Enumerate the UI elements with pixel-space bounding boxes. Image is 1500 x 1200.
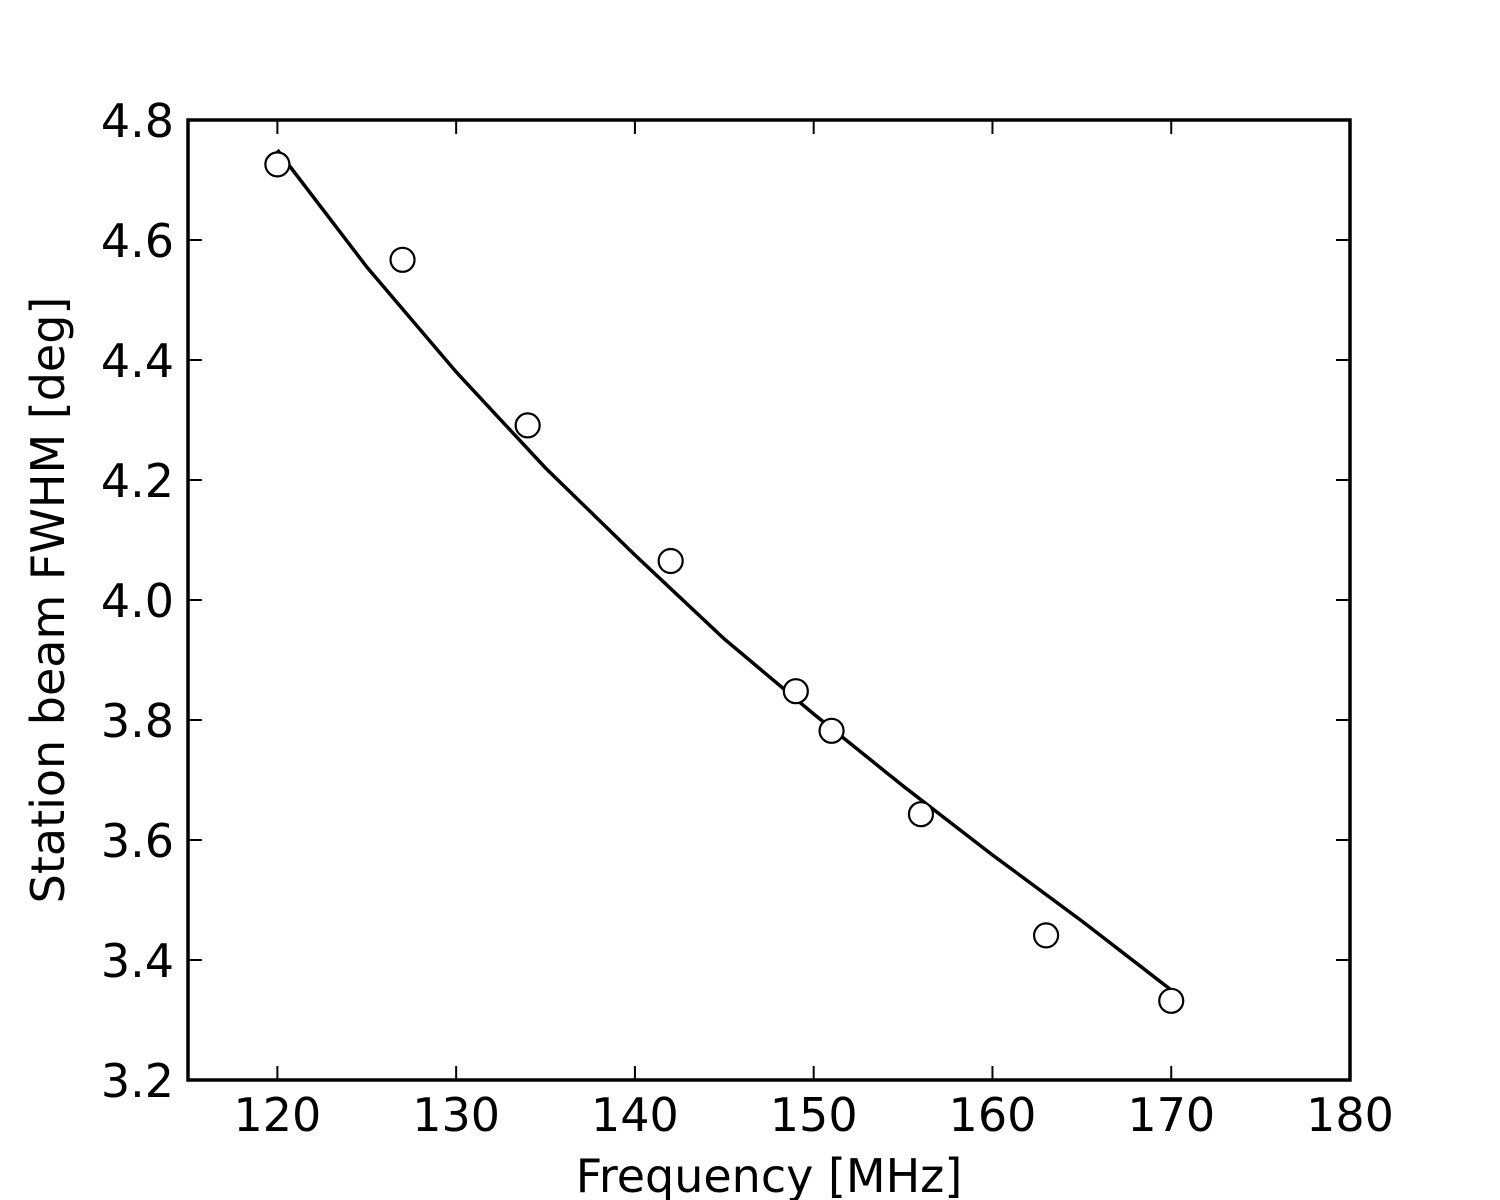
data-point: [657, 547, 684, 575]
y-tick-label: 4.4: [101, 334, 174, 388]
axis-ticks: 120 130 140 150 160 170 180 3.2 3.4 3.6 3.8 4.0 4.2 4…: [101, 94, 1394, 1142]
x-tick-label: 160: [949, 1088, 1037, 1142]
data-point: [1158, 987, 1185, 1014]
y-tick-label: 3.2: [101, 1054, 174, 1108]
y-tick-label: 4.2: [101, 454, 174, 508]
data-point: [782, 678, 809, 705]
y-tick-label: 4.8: [101, 94, 174, 148]
fit-curve: [276, 148, 1173, 992]
y-tick-label: 3.4: [101, 934, 174, 988]
data-point: [907, 801, 935, 828]
y-tick-label: 3.8: [101, 694, 174, 748]
data-point: [818, 717, 845, 744]
data-point: [389, 246, 416, 273]
x-tick-label: 150: [770, 1088, 858, 1142]
data-point: [514, 412, 541, 439]
data-point: [264, 151, 291, 178]
y-tick-label: 3.6: [101, 814, 174, 868]
x-tick-label: 120: [233, 1088, 321, 1142]
plot-area: [264, 148, 1185, 1014]
x-tick-label: 170: [1127, 1088, 1215, 1142]
y-tick-label: 4.6: [101, 214, 174, 268]
axes-frame: [186, 118, 1352, 1082]
y-tick-label: 4.0: [101, 574, 174, 628]
x-tick-label: 130: [412, 1088, 500, 1142]
x-tick-label: 140: [591, 1088, 679, 1142]
x-tick-label: 180: [1306, 1088, 1394, 1142]
x-axis-title: Frequency [MHz]: [576, 1149, 963, 1200]
data-point: [1032, 922, 1060, 949]
y-axis-title: Station beam FWHM [deg]: [21, 297, 75, 904]
